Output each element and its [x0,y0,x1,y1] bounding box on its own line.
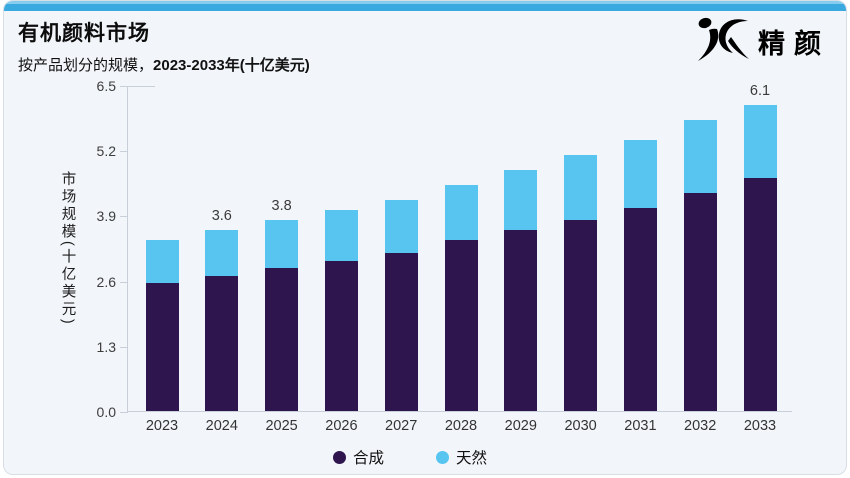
bar-2031-natural[interactable] [623,140,657,208]
bar-2023-natural[interactable] [145,240,179,284]
y-axis-tick [120,216,128,218]
y-axis-tick [120,346,128,348]
x-tick-label-2031: 2031 [624,418,657,434]
y-tick-label: 3.9 [96,208,116,225]
bar-total-label-2025: 3.8 [271,198,292,215]
logo-jc-icon [690,15,752,68]
logo-text: 精颜 [758,29,830,59]
x-tick-label-2026: 2026 [325,418,358,434]
page-title: 有机颜料市场 [18,22,150,45]
x-tick-label-2030: 2030 [564,418,597,434]
bar-2028-synthetic[interactable] [444,240,478,411]
y-tick-label: 5.2 [96,143,116,160]
bar-2026-synthetic[interactable] [324,260,358,411]
natural-legend-label: 天然 [456,450,488,467]
brand-logo: 精颜 [690,15,830,68]
bar-2024-synthetic[interactable] [205,275,239,411]
synthetic-legend-label: 合成 [352,450,384,467]
x-tick-label-2024: 2024 [205,418,238,434]
x-tick-label-2032: 2032 [684,418,717,434]
y-axis-tick [120,86,128,87]
y-axis-tick [120,281,128,283]
axis-top-cap [128,86,155,87]
bar-2029-natural[interactable] [504,170,538,231]
header: 有机颜料市场 按产品划分的规模，2023-2033年(十亿美元) [18,17,310,75]
bar-2029-synthetic[interactable] [504,230,538,411]
chart-area: 0.0 1.3 2.6 3.9 5.2 6.5 2023 2024 3.6 2025 3.8 2026… [97,78,792,434]
x-tick-label-2025: 2025 [265,418,298,434]
legend-item-synthetic[interactable]: 合成 [332,446,384,468]
bar-2030-natural[interactable] [564,155,598,221]
bar-2030-synthetic[interactable] [564,220,598,411]
subtitle-regular: 按产品划分的规模， [18,57,154,74]
y-axis-title: 市场规模(十亿美元) [59,171,76,327]
bar-2025-synthetic[interactable] [265,268,299,411]
subtitle-bold: 2023-2033年(十亿美元) [153,57,310,74]
bar-2023-synthetic[interactable] [145,283,179,411]
bar-total-label-2033: 6.1 [749,83,771,100]
bar-2026-natural[interactable] [324,210,358,261]
y-tick-label: 2.6 [96,273,116,290]
bar-2032-synthetic[interactable] [683,192,717,411]
bar-2025-natural[interactable] [265,220,299,269]
bar-2033-natural[interactable] [743,105,777,178]
bar-2028-natural[interactable] [444,185,478,241]
top-accent-bar [4,1,846,11]
bar-2024-natural[interactable] [205,230,239,276]
page-subtitle: 按产品划分的规模，2023-2033年(十亿美元) [18,54,310,75]
natural-legend-dot [436,450,449,464]
bar-2027-natural[interactable] [384,200,418,254]
y-tick-label: 1.3 [96,338,116,355]
y-tick-label: 6.5 [96,78,116,94]
x-tick-label-2029: 2029 [504,418,537,434]
bar-2032-natural[interactable] [683,120,717,193]
y-tick-label: 0.0 [96,404,116,420]
bar-2027-synthetic[interactable] [384,253,418,411]
chart-card: 有机颜料市场 按产品划分的规模，2023-2033年(十亿美元) 精颜 市场规模… [3,0,847,475]
synthetic-legend-dot [332,450,346,464]
bar-2031-synthetic[interactable] [623,207,657,411]
x-tick-label-2023: 2023 [145,418,179,434]
bar-2033-synthetic[interactable] [743,177,777,411]
chart-legend: 合成 天然 [4,446,816,468]
y-axis-tick [120,412,128,413]
x-tick-label-2033: 2033 [743,418,777,434]
y-axis-tick [120,151,128,153]
x-tick-label-2028: 2028 [444,418,478,434]
legend-item-natural[interactable]: 天然 [436,446,487,468]
bar-total-label-2024: 3.6 [211,208,232,225]
x-tick-label-2027: 2027 [385,418,418,434]
